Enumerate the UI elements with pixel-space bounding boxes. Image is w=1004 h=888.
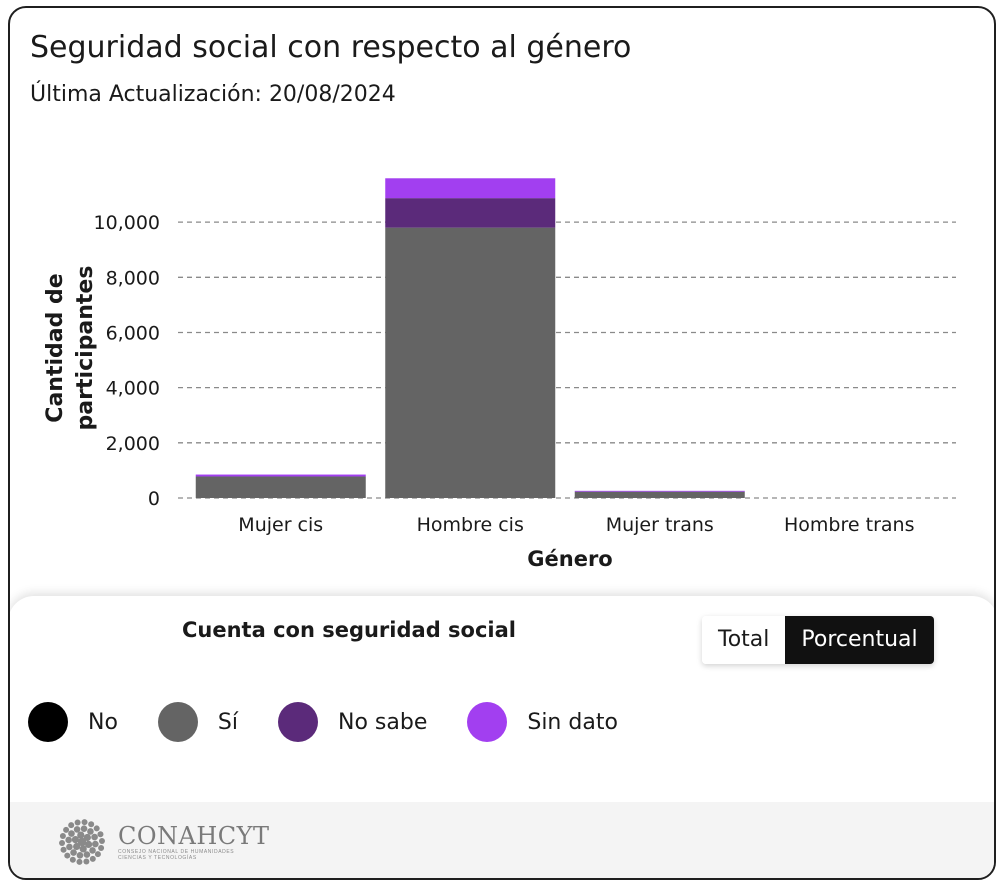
x-axis-ticks: Mujer cis Hombre cis Mujer trans Hombre tra…: [238, 514, 914, 536]
legend-panel: Cuenta con seguridad social Total Porcen…: [10, 596, 994, 806]
bar-segment[interactable]: [385, 178, 556, 199]
legend-label: No: [88, 709, 118, 735]
x-axis-label: Género: [527, 547, 612, 571]
bar-segment[interactable]: [195, 474, 366, 477]
x-tick-label: Mujer cis: [238, 514, 323, 536]
toggle-total-button[interactable]: Total: [702, 616, 786, 664]
legend-label: No sabe: [338, 709, 428, 735]
chart-bars: [195, 178, 745, 499]
chart-grid: [178, 221, 956, 499]
y-tick-label: 0: [148, 488, 160, 510]
legend-swatch-no-sabe: [278, 702, 318, 742]
y-tick-label: 6,000: [106, 322, 160, 344]
y-tick-label: 10,000: [94, 212, 160, 234]
bar-segment[interactable]: [574, 490, 745, 492]
page-title: Seguridad social con respecto al género: [30, 30, 632, 65]
legend-item-no[interactable]: No: [28, 702, 118, 742]
bar-segment[interactable]: [385, 198, 556, 228]
logo-subtitle-2: CIENCIAS Y TECNOLOGÍAS: [118, 855, 197, 861]
legend-item-sin-dato[interactable]: Sin dato: [467, 702, 618, 742]
x-tick-label: Mujer trans: [606, 514, 714, 536]
logo-name: CONAHCYT: [118, 822, 270, 850]
footer: CONAHCYT CONSEJO NACIONAL DE HUMANIDADES…: [10, 802, 994, 878]
legend-swatch-sin-dato: [467, 702, 508, 742]
legend-item-si[interactable]: Sí: [157, 702, 238, 742]
bar-segment[interactable]: [574, 491, 745, 498]
view-toggle: Total Porcentual: [702, 616, 934, 664]
legend-swatch-no: [28, 702, 68, 742]
conahcyt-logo: CONAHCYT CONSEJO NACIONAL DE HUMANIDADES…: [56, 816, 270, 868]
legend-label: Sí: [217, 709, 238, 735]
last-updated: Última Actualización: 20/08/2024: [30, 82, 396, 107]
bar-chart: 0 2,000 4,000 6,000 8,000 10,000 Mujer cis Hom…: [43, 178, 956, 571]
bar-segment[interactable]: [385, 227, 556, 499]
legend-item-no-sabe[interactable]: No sabe: [278, 702, 427, 742]
legend-swatch-si: [157, 702, 198, 742]
x-tick-label: Hombre trans: [784, 514, 914, 536]
legend: No Sí No sabe Sin dato: [28, 702, 658, 742]
y-tick-label: 4,000: [106, 378, 160, 400]
legend-label: Sin dato: [527, 709, 618, 735]
y-tick-label: 8,000: [106, 267, 160, 289]
logo-subtitle-1: CONSEJO NACIONAL DE HUMANIDADES: [118, 849, 235, 855]
y-tick-label: 2,000: [106, 433, 160, 455]
legend-title: Cuenta con seguridad social: [182, 618, 516, 642]
y-axis-label: Cantidad de participantes: [43, 266, 98, 431]
chart-card: Seguridad social con respecto al género …: [8, 6, 996, 880]
toggle-percent-button[interactable]: Porcentual: [785, 616, 934, 664]
bar-segment[interactable]: [195, 476, 366, 498]
y-axis-ticks: 0 2,000 4,000 6,000 8,000 10,000: [94, 212, 160, 510]
conahcyt-emblem-icon: [59, 819, 105, 865]
x-tick-label: Hombre cis: [417, 514, 524, 536]
